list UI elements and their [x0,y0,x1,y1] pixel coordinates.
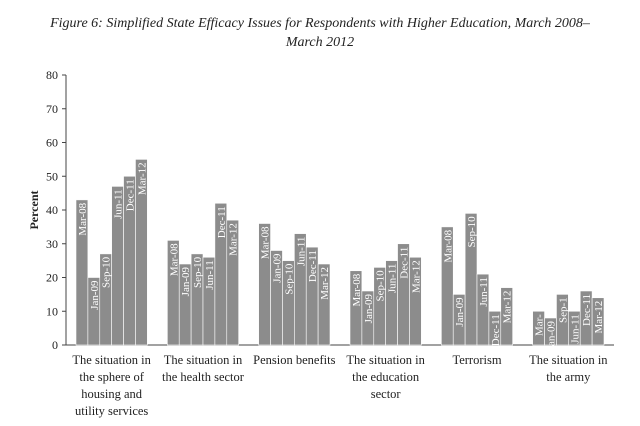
bar-data-label: Mar-12 [319,267,331,300]
bar-data-label: Dec-11 [216,206,228,238]
y-tick-label: 30 [46,237,58,251]
y-axis-label: Percent [27,190,41,229]
bar-data-label: Mar-08 [77,202,89,235]
y-tick-label: 10 [46,304,58,318]
bar-data-label: Sep-10 [466,216,478,248]
y-tick-label: 50 [46,169,58,183]
bar-data-label: Sep-10 [101,256,113,288]
bar-data-label: Mar-08 [168,243,180,276]
bar-data-label: Mar-08 [442,229,454,262]
category-label: The situation in [346,353,425,367]
y-tick-label: 80 [46,68,58,82]
bar [75,199,89,346]
bar-data-label: Jan-09 [180,267,192,297]
bar-data-label: Dec-11 [581,294,593,326]
bar-data-label: Mar-12 [228,223,240,256]
bar-data-label: Mar-08 [351,273,363,306]
category-label: The situation in [529,353,608,367]
y-tick-label: 20 [46,271,58,285]
category-label: the education [352,370,420,384]
bar [500,287,513,346]
bar-data-label: Jun-11 [113,189,125,219]
bar-data-label: Jan-09 [363,294,375,324]
category-label: The situation in [164,353,243,367]
y-tick-label: 0 [52,338,58,352]
y-tick-label: 60 [46,136,58,150]
y-tick-label: 40 [46,203,58,217]
bar-data-label: Mar-12 [410,260,422,293]
bar [476,273,490,346]
bar [441,226,454,346]
bar-data-label: Sep-10 [283,263,295,295]
category-label: housing and [81,387,143,401]
bar [409,256,422,346]
category-label: the health sector [162,370,245,384]
bar-data-label: Jan-09 [272,253,284,283]
bar-data-label: Jun-11 [387,264,399,294]
bar-data-label: Mar-12 [502,291,514,324]
bar-data-label: Dec-11 [307,250,319,282]
bar-data-label: Mar-08 [260,226,272,259]
category-label: Pension benefits [253,353,335,367]
bar [135,159,148,346]
chart-title: Figure 6: Simplified State Efficacy Issu… [50,16,590,50]
category-label: the army [546,370,591,384]
category-label: the sphere of [79,370,144,384]
bar-data-label: Sep-10 [192,256,204,288]
bar-data-label: Mar-12 [136,162,148,195]
bar-data-label: Jan-09 [89,280,101,310]
bar-data-label: Sep-10 [375,270,387,302]
bar-data-label: Mar- [534,314,546,336]
bar-data-label: Dec-11 [125,179,137,211]
bar-data-label: Dec-11 [490,314,502,346]
bar-data-label: Jun-11 [569,314,581,344]
category-label: The situation in [72,353,151,367]
bar [591,297,605,346]
bar [317,263,331,346]
bar-data-label: Dec-11 [399,247,411,279]
bar-data-label: Jun-11 [478,277,490,307]
bar-data-label: Jun-11 [204,260,216,290]
bar [226,219,239,346]
category-label: utility services [75,404,148,418]
bar-data-label: Jan-09 [546,321,558,351]
bar-data-label: Jan-09 [454,297,466,327]
category-label: Terrorism [452,353,501,367]
y-tick-label: 70 [46,102,58,116]
category-label: sector [371,387,402,401]
bar-data-label: Mar-12 [593,301,605,334]
bar-data-label: Jun-11 [295,237,307,267]
bar-data-label: Sep-1 [557,297,569,323]
